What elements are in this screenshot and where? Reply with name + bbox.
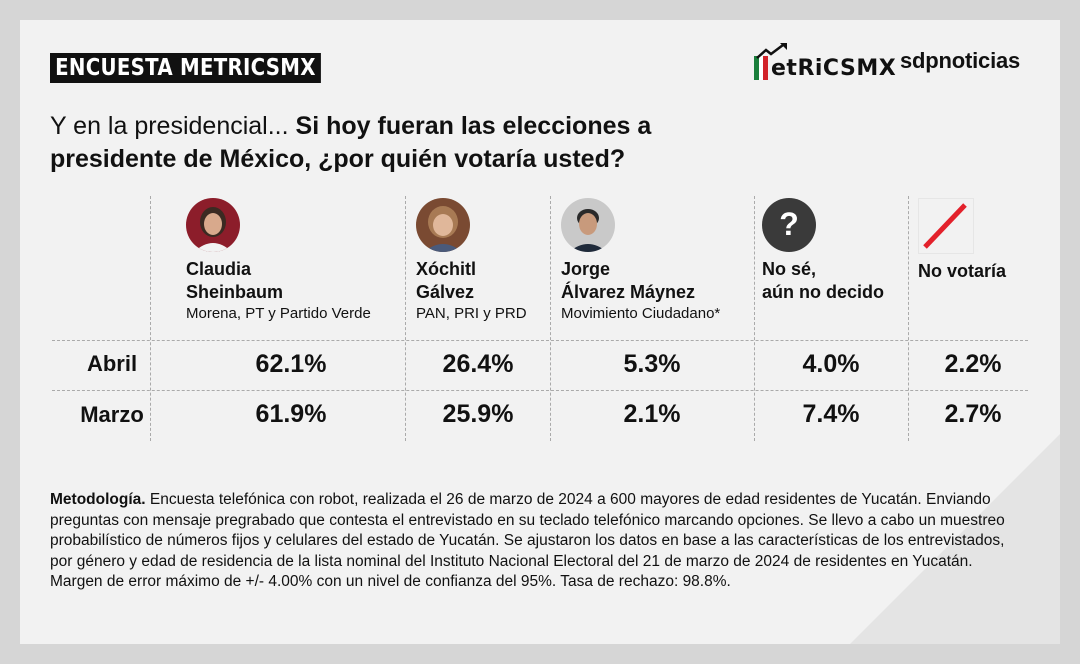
metricsmx-logo: etRiCSMX	[754, 43, 897, 82]
candidate-name: Xóchitl Gálvez	[416, 259, 477, 302]
metricsmx-logo-text: etRiCSMX	[771, 56, 897, 81]
candidate-party: Morena, PT y Partido Verde	[186, 305, 371, 322]
question-bold: Si hoy fueran las elecciones a president…	[50, 112, 652, 173]
value-cell: 2.2%	[944, 350, 1002, 378]
decorative-corner	[850, 434, 1060, 644]
value-cell: 26.4%	[442, 350, 514, 378]
candidate-photo	[561, 198, 615, 252]
candidate-party: PAN, PRI y PRD	[416, 305, 527, 322]
methodology-label: Metodología.	[50, 491, 146, 508]
row-divider	[52, 390, 1028, 391]
column-divider	[754, 196, 755, 441]
value-cell: 61.9%	[255, 400, 327, 428]
option-name: No votaría	[918, 261, 1007, 281]
question-lead: Y en la presidencial...	[50, 112, 289, 140]
row-divider	[52, 340, 1028, 341]
column-divider	[150, 196, 151, 441]
value-cell: 7.4%	[802, 400, 860, 428]
value-cell: 2.1%	[623, 400, 681, 428]
methodology-note: Metodología. Encuesta telefónica con rob…	[50, 490, 1010, 593]
row-label-abril: Abril	[86, 351, 138, 376]
column-divider	[550, 196, 551, 441]
svg-text:?: ?	[779, 206, 799, 242]
candidate-galvez: Xóchitl Gálvez PAN, PRI y PRD	[416, 198, 551, 324]
row-label-marzo: Marzo	[80, 402, 144, 427]
column-divider	[405, 196, 406, 441]
mexico-flag-icon	[754, 56, 769, 80]
trend-arrow-icon	[756, 43, 787, 59]
poll-question: Y en la presidencial... Si hoy fueran la…	[50, 110, 770, 176]
poll-card: ENCUESTA METRICSMX etRiCSMX sdpnoticias …	[20, 20, 1060, 644]
candidate-photo	[416, 198, 470, 252]
methodology-text: Encuesta telefónica con robot, realizada…	[50, 491, 1005, 591]
value-cell: 2.7%	[944, 400, 1002, 428]
option-undecided: ? No sé, aún no decido	[762, 198, 910, 304]
poll-badge: ENCUESTA METRICSMX	[50, 53, 321, 83]
question-mark-icon: ?	[762, 198, 816, 252]
option-no-vote: No votaría	[918, 198, 1048, 283]
candidate-name: Claudia Sheinbaum	[186, 259, 284, 302]
candidate-photo	[186, 198, 240, 252]
slash-icon	[918, 198, 974, 254]
column-divider	[908, 196, 909, 441]
candidate-maynez: Jorge Álvarez Máynez Movimiento Ciudadan…	[561, 198, 756, 324]
sdpnoticias-logo: sdpnoticias	[900, 48, 1021, 73]
value-cell: 62.1%	[255, 350, 327, 378]
value-cell: 25.9%	[442, 400, 514, 428]
value-cell: 4.0%	[802, 350, 860, 378]
candidate-party: Movimiento Ciudadano*	[561, 305, 721, 322]
candidate-name: Jorge Álvarez Máynez	[561, 259, 696, 302]
value-cell: 5.3%	[623, 350, 681, 378]
option-name: No sé, aún no decido	[762, 259, 885, 302]
candidate-sheinbaum: Claudia Sheinbaum Morena, PT y Partido V…	[186, 198, 401, 324]
